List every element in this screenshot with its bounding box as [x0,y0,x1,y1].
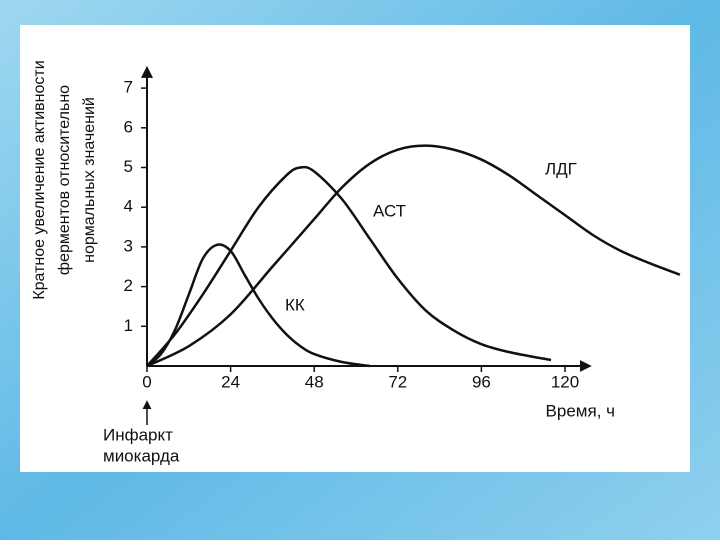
chart-panel [20,25,690,472]
y-tick-label: 4 [124,197,133,216]
series-label: ЛДГ [545,159,577,178]
x-tick-label: 0 [142,372,151,391]
x-tick-label: 72 [388,372,407,391]
y-tick-label: 6 [124,117,133,136]
series-label: АСТ [373,201,406,220]
x-tick-label: 120 [551,372,579,391]
y-axis-label: нормальных значений [81,97,98,263]
curve [146,165,552,367]
y-tick-label: 7 [124,78,133,97]
x-tick-label: 96 [472,372,491,391]
y-tick-label: 5 [124,157,133,176]
annotation: Инфаркт [103,425,173,444]
annotation: миокарда [103,446,180,465]
curve [146,243,371,368]
x-tick-label: 24 [221,372,240,391]
y-tick-label: 3 [124,236,133,255]
series-label: КК [285,295,305,314]
y-tick-label: 1 [124,316,133,335]
x-axis-label: Время, ч [546,401,615,420]
plot: 1 2 3 4 5 6 7 0 24 48 72 96 120 Время, ч Кратное увели… [31,60,681,465]
curve [146,144,681,368]
x-tick-label: 48 [305,372,324,391]
y-axis-label: Кратное увеличение активности [31,60,48,299]
y-axis-label: ферментов относительно [56,85,73,275]
y-tick-label: 2 [124,276,133,295]
